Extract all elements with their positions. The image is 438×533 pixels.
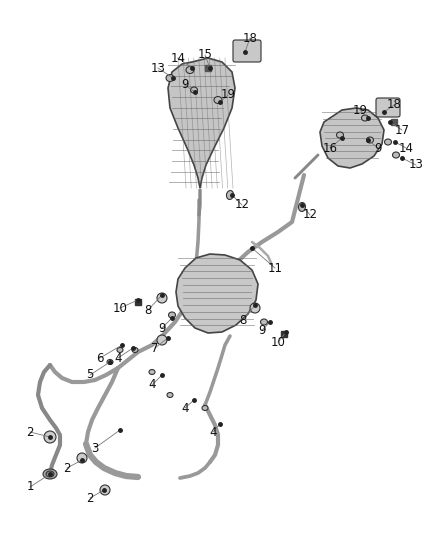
Ellipse shape xyxy=(186,67,194,74)
Circle shape xyxy=(157,335,167,345)
Ellipse shape xyxy=(367,137,374,143)
Text: 10: 10 xyxy=(113,302,127,314)
Text: 4: 4 xyxy=(114,351,122,365)
Ellipse shape xyxy=(167,392,173,398)
FancyBboxPatch shape xyxy=(233,40,261,62)
Circle shape xyxy=(44,431,56,443)
Text: 4: 4 xyxy=(181,401,189,415)
Ellipse shape xyxy=(261,319,268,325)
Text: 13: 13 xyxy=(151,61,166,75)
Text: 9: 9 xyxy=(158,321,166,335)
Circle shape xyxy=(77,453,87,463)
Text: 9: 9 xyxy=(374,141,382,155)
Ellipse shape xyxy=(166,75,174,82)
Ellipse shape xyxy=(202,406,208,410)
Text: 12: 12 xyxy=(303,208,318,222)
Ellipse shape xyxy=(298,203,306,212)
Text: 2: 2 xyxy=(63,462,71,474)
Ellipse shape xyxy=(191,87,198,93)
Text: 11: 11 xyxy=(268,262,283,274)
Text: 19: 19 xyxy=(353,103,367,117)
Text: 2: 2 xyxy=(26,425,34,439)
Text: 9: 9 xyxy=(181,78,189,92)
Ellipse shape xyxy=(385,139,392,145)
Text: 15: 15 xyxy=(198,49,212,61)
FancyBboxPatch shape xyxy=(376,98,400,117)
Ellipse shape xyxy=(214,96,222,103)
Text: 4: 4 xyxy=(148,378,156,392)
Ellipse shape xyxy=(392,152,399,158)
Ellipse shape xyxy=(43,469,57,479)
Text: 2: 2 xyxy=(86,491,94,505)
Polygon shape xyxy=(176,254,258,333)
Text: 1: 1 xyxy=(26,481,34,494)
Text: 14: 14 xyxy=(399,141,413,155)
Polygon shape xyxy=(320,108,384,168)
Text: 14: 14 xyxy=(170,52,186,64)
Text: 17: 17 xyxy=(395,124,410,136)
Ellipse shape xyxy=(46,471,54,477)
Ellipse shape xyxy=(226,190,233,199)
Text: 13: 13 xyxy=(409,158,424,172)
Ellipse shape xyxy=(336,132,343,138)
Text: 16: 16 xyxy=(322,141,338,155)
Circle shape xyxy=(250,303,260,313)
Text: 3: 3 xyxy=(91,441,99,455)
Text: 8: 8 xyxy=(144,303,152,317)
Ellipse shape xyxy=(361,115,368,121)
Ellipse shape xyxy=(107,359,113,365)
Ellipse shape xyxy=(169,312,176,318)
Text: 18: 18 xyxy=(387,99,402,111)
Text: 6: 6 xyxy=(96,351,104,365)
Circle shape xyxy=(157,293,167,303)
Ellipse shape xyxy=(117,348,123,352)
Text: 7: 7 xyxy=(151,342,159,354)
Text: 10: 10 xyxy=(271,335,286,349)
Ellipse shape xyxy=(132,348,138,352)
Circle shape xyxy=(100,485,110,495)
Ellipse shape xyxy=(149,369,155,375)
Polygon shape xyxy=(168,58,235,188)
Text: 8: 8 xyxy=(239,313,247,327)
Text: 4: 4 xyxy=(209,425,217,439)
Text: 19: 19 xyxy=(220,88,236,101)
Text: 9: 9 xyxy=(258,324,266,336)
Text: 5: 5 xyxy=(86,368,94,382)
Text: 12: 12 xyxy=(234,198,250,212)
Text: 18: 18 xyxy=(243,31,258,44)
